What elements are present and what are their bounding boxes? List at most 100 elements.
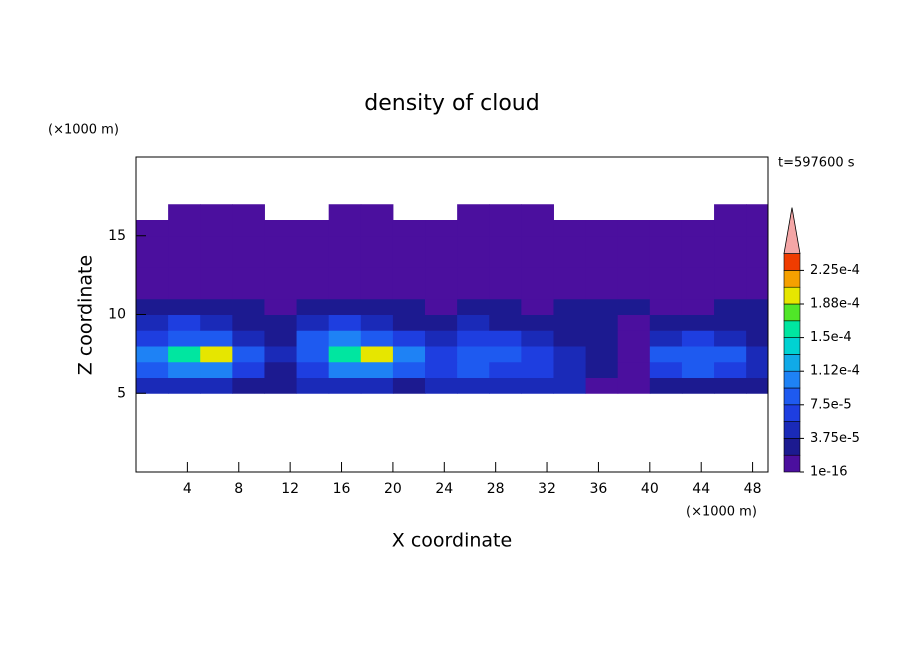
contour-cell bbox=[617, 314, 651, 331]
contour-cell bbox=[200, 220, 233, 237]
contour-cell bbox=[425, 314, 458, 331]
x-tick-label: 16 bbox=[333, 481, 351, 497]
contour-cell bbox=[168, 377, 201, 394]
contour-cell bbox=[649, 283, 683, 300]
contour-cell bbox=[617, 251, 651, 268]
contour-cell bbox=[649, 330, 683, 347]
contour-cell bbox=[521, 330, 554, 347]
contour-cell bbox=[200, 377, 233, 394]
contour-cell bbox=[521, 251, 554, 268]
contour-cell bbox=[457, 283, 490, 300]
contour-cell bbox=[296, 314, 330, 331]
contour-cell bbox=[585, 283, 619, 300]
contour-cell bbox=[457, 235, 490, 252]
x-axis-label: X coordinate bbox=[392, 530, 512, 552]
contour-cell bbox=[360, 251, 394, 268]
contour-cell bbox=[232, 361, 265, 378]
contour-cell bbox=[232, 283, 265, 300]
contour-cell bbox=[457, 314, 490, 331]
contour-cell bbox=[296, 346, 330, 363]
contour-cell bbox=[457, 220, 490, 237]
contour-cell bbox=[553, 314, 587, 331]
contour-cell bbox=[264, 235, 298, 252]
contour-cell bbox=[392, 314, 426, 331]
contour-cell bbox=[328, 283, 362, 300]
contour-cell bbox=[746, 220, 769, 237]
contour-cell bbox=[489, 283, 522, 300]
x-tick-label: 28 bbox=[487, 481, 505, 497]
contour-cell bbox=[681, 283, 715, 300]
contour-cell bbox=[360, 346, 394, 363]
contour-cell bbox=[714, 346, 747, 363]
contour-cell bbox=[136, 314, 169, 331]
contour-cell bbox=[714, 298, 747, 315]
x-tick-label: 36 bbox=[590, 481, 608, 497]
contour-cell bbox=[489, 346, 522, 363]
contour-cell bbox=[232, 251, 265, 268]
x-tick-label: 20 bbox=[384, 481, 402, 497]
y-tick-label: 15 bbox=[108, 228, 126, 244]
contour-cell bbox=[136, 377, 169, 394]
contour-cell bbox=[328, 204, 362, 221]
contour-cell bbox=[200, 346, 233, 363]
contour-cell bbox=[746, 377, 769, 394]
contour-cell bbox=[457, 377, 490, 394]
contour-cell bbox=[521, 346, 554, 363]
contour-cell bbox=[746, 267, 769, 284]
contour-cell bbox=[168, 361, 201, 378]
contour-cell bbox=[200, 361, 233, 378]
contour-cell bbox=[681, 267, 715, 284]
contour-cell bbox=[714, 377, 747, 394]
contour-cell bbox=[200, 235, 233, 252]
contour-cell bbox=[168, 235, 201, 252]
contour-cell bbox=[296, 361, 330, 378]
contour-cell bbox=[200, 204, 233, 221]
contour-cell bbox=[649, 361, 683, 378]
contour-cell bbox=[200, 298, 233, 315]
contour-cell bbox=[681, 314, 715, 331]
contour-cell bbox=[232, 330, 265, 347]
contour-cell bbox=[714, 314, 747, 331]
contour-cell bbox=[328, 361, 362, 378]
contour-cell bbox=[746, 346, 769, 363]
contour-cell bbox=[746, 204, 769, 221]
x-tick-label: 32 bbox=[538, 481, 556, 497]
contour-cell bbox=[200, 251, 233, 268]
contour-cell bbox=[425, 267, 458, 284]
contour-cell bbox=[521, 267, 554, 284]
contour-cell bbox=[360, 220, 394, 237]
contour-cell bbox=[521, 377, 554, 394]
contour-cell bbox=[296, 220, 330, 237]
contour-cell bbox=[360, 298, 394, 315]
contour-cell bbox=[360, 314, 394, 331]
contour-cell bbox=[392, 251, 426, 268]
axes: 4 8 12 16 20 24 28 32 36 40 44 48510151e-163.75e-57… bbox=[108, 156, 860, 497]
contour-cell bbox=[328, 235, 362, 252]
colorbar-tick-label: 1.5e-4 bbox=[810, 330, 852, 345]
contour-cell bbox=[136, 330, 169, 347]
contour-cell bbox=[264, 220, 298, 237]
contour-cell bbox=[457, 204, 490, 221]
contour-cell bbox=[521, 283, 554, 300]
contour-cell bbox=[232, 220, 265, 237]
contour-cell bbox=[136, 220, 169, 237]
contour-cell bbox=[168, 251, 201, 268]
contour-cell bbox=[232, 346, 265, 363]
contour-cell bbox=[328, 220, 362, 237]
contour-cell bbox=[521, 298, 554, 315]
contour-cell bbox=[425, 283, 458, 300]
colorbar-band bbox=[783, 354, 801, 372]
contour-cell bbox=[296, 251, 330, 268]
colorbar-tick-label: 7.5e-5 bbox=[810, 397, 852, 412]
colorbar-band bbox=[783, 286, 801, 305]
contour-cell bbox=[457, 346, 490, 363]
contour-cell bbox=[489, 251, 522, 268]
contour-cell bbox=[328, 330, 362, 347]
contour-cell bbox=[264, 298, 298, 315]
contour-cell bbox=[457, 298, 490, 315]
contour-cell bbox=[457, 330, 490, 347]
contour-cell bbox=[521, 235, 554, 252]
contour-cell bbox=[617, 346, 651, 363]
contour-cell bbox=[746, 298, 769, 315]
contour-cell bbox=[617, 235, 651, 252]
